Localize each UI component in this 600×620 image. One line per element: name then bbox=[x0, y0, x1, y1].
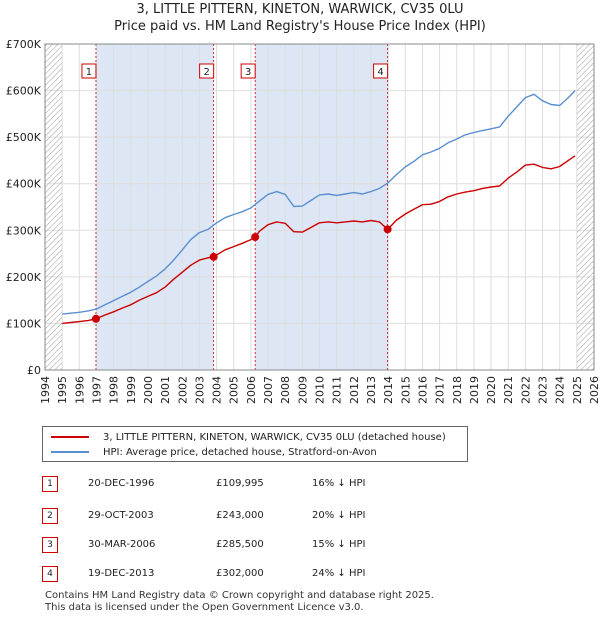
x-tick-label: 2021 bbox=[502, 376, 515, 404]
shaded-span bbox=[255, 44, 388, 370]
marker-label-box bbox=[373, 63, 389, 79]
x-tick-label: 2000 bbox=[142, 376, 155, 404]
x-tick-label: 2023 bbox=[537, 376, 550, 404]
x-tick-label: 2025 bbox=[571, 376, 584, 404]
footer: Contains HM Land Registry data © Crown c… bbox=[45, 590, 434, 614]
x-tick-label: 2017 bbox=[434, 376, 447, 404]
transaction-date: 19-DEC-2013 bbox=[88, 568, 155, 579]
transaction-row: 1 20-DEC-1996 £109,995 16% ↓ HPI bbox=[42, 476, 562, 494]
marker-label: 1 bbox=[86, 67, 92, 78]
x-tick-label: 2020 bbox=[485, 376, 498, 404]
x-tick-label: 2003 bbox=[193, 376, 206, 404]
transaction-date: 29-OCT-2003 bbox=[88, 510, 154, 521]
x-tick-label: 2012 bbox=[348, 376, 361, 404]
x-tick-label: 1997 bbox=[90, 376, 103, 404]
x-tick-label: 1996 bbox=[73, 376, 86, 404]
transaction-hpi-diff: 16% ↓ HPI bbox=[312, 478, 366, 489]
legend-label-price-paid: 3, LITTLE PITTERN, KINETON, WARWICK, CV3… bbox=[103, 431, 446, 443]
transaction-price: £285,500 bbox=[216, 539, 264, 550]
marker-label: 4 bbox=[377, 67, 383, 78]
transaction-hpi-diff: 20% ↓ HPI bbox=[312, 510, 366, 521]
x-tick-label: 2015 bbox=[399, 376, 412, 404]
x-tick-label: 2007 bbox=[262, 376, 275, 404]
shaded-span bbox=[95, 44, 214, 370]
transaction-price: £109,995 bbox=[216, 478, 264, 489]
chart-title: 3, LITTLE PITTERN, KINETON, WARWICK, CV3… bbox=[136, 2, 464, 17]
x-tick-label: 2009 bbox=[296, 376, 309, 404]
x-tick-label: 2014 bbox=[382, 376, 395, 404]
legend-swatch-hpi bbox=[51, 451, 89, 453]
x-tick-label: 2004 bbox=[211, 376, 224, 404]
x-tick-label: 2019 bbox=[468, 376, 481, 404]
x-tick-label: 2018 bbox=[451, 376, 464, 404]
x-tick-label: 1994 bbox=[39, 376, 52, 404]
transaction-row: 4 19-DEC-2013 £302,000 24% ↓ HPI bbox=[42, 566, 562, 584]
x-tick-label: 2016 bbox=[416, 376, 429, 404]
copyright-text: Contains HM Land Registry data © Crown c… bbox=[45, 590, 434, 601]
transaction-hpi-diff: 15% ↓ HPI bbox=[312, 539, 366, 550]
transaction-number-badge: 2 bbox=[42, 508, 58, 524]
x-tick-label: 2002 bbox=[176, 376, 189, 404]
y-tick-label: £600K bbox=[6, 85, 42, 98]
y-tick-label: £100K bbox=[6, 317, 42, 330]
x-tick-label: 2026 bbox=[588, 376, 600, 404]
plot-frame bbox=[44, 43, 595, 371]
y-tick-label: £200K bbox=[6, 271, 42, 284]
legend: 3, LITTLE PITTERN, KINETON, WARWICK, CV3… bbox=[42, 426, 468, 462]
x-tick-label: 2001 bbox=[159, 376, 172, 404]
legend-item-price-paid: 3, LITTLE PITTERN, KINETON, WARWICK, CV3… bbox=[51, 430, 446, 444]
transaction-hpi-diff: 24% ↓ HPI bbox=[312, 568, 366, 579]
x-tick-label: 2022 bbox=[519, 376, 532, 404]
transaction-price: £302,000 bbox=[216, 568, 264, 579]
transaction-row: 2 29-OCT-2003 £243,000 20% ↓ HPI bbox=[42, 508, 562, 526]
licence-text: This data is licensed under the Open Gov… bbox=[45, 602, 364, 613]
sale-point bbox=[383, 225, 392, 234]
chart-subtitle: Price paid vs. HM Land Registry's House … bbox=[114, 19, 486, 34]
x-tick-label: 1999 bbox=[125, 376, 138, 404]
transaction-date: 30-MAR-2006 bbox=[88, 539, 156, 550]
sale-point bbox=[251, 233, 260, 242]
x-tick-label: 2005 bbox=[228, 376, 241, 404]
series-line-hpi bbox=[62, 90, 576, 315]
x-tick-label: 1998 bbox=[108, 376, 121, 404]
transaction-date: 20-DEC-1996 bbox=[88, 478, 155, 489]
legend-item-hpi: HPI: Average price, detached house, Stra… bbox=[51, 445, 377, 459]
x-tick-label: 2010 bbox=[314, 376, 327, 404]
marker-label-box bbox=[81, 63, 97, 79]
hatched-area-after bbox=[576, 44, 594, 370]
legend-label-hpi: HPI: Average price, detached house, Stra… bbox=[103, 446, 377, 458]
sale-point bbox=[209, 252, 218, 261]
y-tick-label: £700K bbox=[6, 38, 42, 51]
x-tick-label: 2008 bbox=[279, 376, 292, 404]
x-tick-label: 2024 bbox=[554, 376, 567, 404]
marker-label-box bbox=[240, 63, 256, 79]
marker-label: 3 bbox=[245, 67, 251, 78]
y-tick-label: £400K bbox=[6, 178, 42, 191]
legend-swatch-price-paid bbox=[51, 436, 89, 438]
y-tick-label: £0 bbox=[27, 364, 41, 377]
x-tick-label: 2013 bbox=[365, 376, 378, 404]
x-tick-label: 2011 bbox=[331, 376, 344, 404]
hatched-area-before bbox=[45, 44, 63, 370]
marker-label-box bbox=[199, 63, 215, 79]
transaction-number-badge: 3 bbox=[42, 537, 58, 553]
price-chart: £0 £100K £200K £300K £400K £500K £600K £700K 199… bbox=[6, 38, 600, 404]
marker-label: 2 bbox=[203, 67, 209, 78]
transaction-row: 3 30-MAR-2006 £285,500 15% ↓ HPI bbox=[42, 537, 562, 555]
transaction-price: £243,000 bbox=[216, 510, 264, 521]
y-tick-label: £300K bbox=[6, 224, 42, 237]
y-tick-label: £500K bbox=[6, 131, 42, 144]
sale-point bbox=[91, 314, 100, 323]
transaction-number-badge: 4 bbox=[42, 566, 58, 582]
x-tick-label: 2006 bbox=[245, 376, 258, 404]
series-line-price-paid bbox=[62, 155, 576, 325]
x-tick-label: 1995 bbox=[56, 376, 69, 404]
transaction-number-badge: 1 bbox=[42, 476, 58, 492]
